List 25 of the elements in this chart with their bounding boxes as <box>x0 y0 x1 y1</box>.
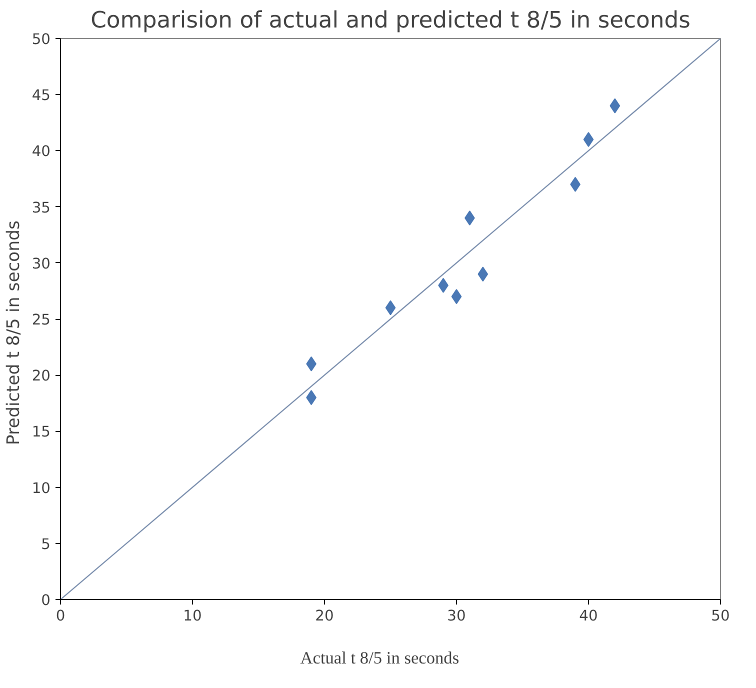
y-tick-label: 20 <box>32 368 51 385</box>
y-tick-label: 45 <box>32 87 51 104</box>
y-tick-label: 25 <box>32 312 51 328</box>
y-tick-label: 0 <box>41 592 51 609</box>
point <box>583 132 594 147</box>
point <box>610 98 620 114</box>
y-tick-label: 10 <box>32 480 51 497</box>
y-axis-title: Predicted t 8/5 in seconds <box>4 220 24 446</box>
y-tick-label: 30 <box>32 255 51 272</box>
x-tick-label: 40 <box>579 608 598 624</box>
y-tick-label: 15 <box>32 424 51 441</box>
chart-title: Comparision of actual and predicted t 8/5 in seconds <box>90 8 690 34</box>
y-tick-label: 5 <box>41 536 51 553</box>
x-axis-title: Actual t 8/5 in seconds <box>300 648 460 668</box>
x-tick-label: 50 <box>711 608 730 624</box>
point <box>451 289 462 304</box>
x-tick-label: 10 <box>183 608 202 624</box>
point <box>385 300 396 316</box>
y-tick-label: 35 <box>32 199 51 216</box>
point <box>478 266 488 282</box>
y-tick-label: 40 <box>32 143 51 160</box>
x-tick-label: 0 <box>56 608 66 624</box>
x-tick-label: 30 <box>447 608 466 624</box>
x-tick-label: 20 <box>315 608 334 624</box>
y-tick-label: 50 <box>32 31 51 48</box>
